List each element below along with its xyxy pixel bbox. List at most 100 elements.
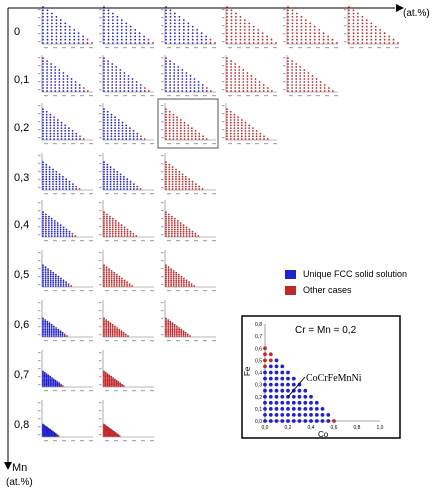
panel-y-tick xyxy=(222,57,225,59)
composition-point xyxy=(125,127,128,129)
composition-point xyxy=(106,110,109,113)
composition-point xyxy=(266,90,269,92)
composition-point xyxy=(189,81,192,83)
composition-point xyxy=(185,178,187,181)
composition-point xyxy=(348,35,350,38)
composition-point xyxy=(168,132,171,135)
composition-point xyxy=(105,331,108,334)
composition-point xyxy=(187,29,190,31)
composition-point xyxy=(45,175,48,178)
panel-x-tick xyxy=(132,143,136,145)
panel-x-tick xyxy=(89,290,93,292)
panel-x-tick xyxy=(150,440,154,442)
composition-point xyxy=(114,130,116,132)
composition-point xyxy=(103,69,105,71)
composition-point xyxy=(165,12,167,15)
composition-point xyxy=(108,268,110,270)
panel-y-tick xyxy=(222,25,225,27)
inset-data-point xyxy=(280,407,285,411)
composition-point xyxy=(42,90,44,92)
panel-y-tick xyxy=(38,284,41,286)
composition-point xyxy=(109,217,111,220)
composition-point xyxy=(261,38,264,41)
composition-point xyxy=(171,224,173,227)
composition-point xyxy=(58,180,61,183)
composition-point xyxy=(77,32,80,35)
composition-panel xyxy=(38,153,93,195)
composition-point xyxy=(171,333,174,336)
composition-point xyxy=(82,38,84,41)
composition-point xyxy=(165,72,167,74)
composition-point xyxy=(240,138,243,140)
inset-x-tick-label: 0,4 xyxy=(308,425,315,431)
composition-panel xyxy=(38,6,93,49)
panel-x-tick xyxy=(71,390,75,392)
composition-point xyxy=(171,327,174,329)
composition-point xyxy=(131,285,134,287)
composition-point xyxy=(45,188,48,190)
composition-point xyxy=(66,90,69,92)
panel-y-tick xyxy=(161,234,164,236)
composition-point xyxy=(303,69,306,71)
composition-point xyxy=(303,78,306,80)
composition-point xyxy=(239,35,242,38)
composition-point xyxy=(187,130,190,132)
composition-point xyxy=(167,283,170,285)
composition-point xyxy=(107,19,110,21)
composition-point xyxy=(42,42,44,44)
composition-point xyxy=(105,333,108,336)
composition-point xyxy=(323,87,326,89)
composition-point xyxy=(111,226,114,229)
composition-point xyxy=(169,32,172,35)
composition-point xyxy=(178,328,181,331)
panel-x-tick xyxy=(228,143,232,145)
composition-point xyxy=(61,333,64,336)
composition-point xyxy=(58,185,61,188)
composition-point xyxy=(42,213,44,216)
composition-point xyxy=(47,277,49,280)
composition-point xyxy=(66,335,68,337)
composition-point xyxy=(169,87,172,89)
composition-point xyxy=(135,84,138,86)
composition-point xyxy=(44,327,47,329)
panel-y-tick xyxy=(161,276,164,278)
panel-x-tick xyxy=(71,47,75,49)
composition-point xyxy=(54,379,57,382)
composition-point xyxy=(226,78,228,80)
composition-point xyxy=(182,228,185,231)
composition-point xyxy=(309,22,312,25)
composition-point xyxy=(287,84,289,86)
composition-point xyxy=(226,124,228,127)
composition-point xyxy=(42,373,44,375)
inset-data-point xyxy=(268,407,273,411)
panel-y-tick xyxy=(99,268,102,270)
composition-point xyxy=(45,178,48,181)
panel-y-tick xyxy=(161,302,164,304)
composition-point xyxy=(182,232,185,235)
composition-point xyxy=(123,84,126,86)
inset-data-point xyxy=(303,419,308,423)
composition-point xyxy=(129,183,132,186)
composition-point xyxy=(119,180,122,183)
composition-point xyxy=(167,327,170,329)
composition-point xyxy=(107,328,110,331)
inset-data-point xyxy=(263,358,267,363)
composition-point xyxy=(53,138,55,140)
composition-point xyxy=(50,235,53,237)
composition-point xyxy=(122,385,125,387)
inset-data-point xyxy=(280,394,285,399)
composition-point xyxy=(185,230,188,233)
composition-point xyxy=(226,81,228,83)
panel-y-tick xyxy=(283,41,286,43)
composition-point xyxy=(230,81,233,83)
composition-point xyxy=(129,29,132,31)
composition-point xyxy=(50,84,53,86)
composition-point xyxy=(46,322,49,325)
composition-point xyxy=(242,75,245,77)
composition-point xyxy=(42,283,44,285)
composition-point xyxy=(53,135,55,138)
composition-point xyxy=(116,183,119,186)
composition-point xyxy=(103,279,105,282)
inset-data-point xyxy=(268,400,273,405)
inset-data-point xyxy=(291,394,296,399)
